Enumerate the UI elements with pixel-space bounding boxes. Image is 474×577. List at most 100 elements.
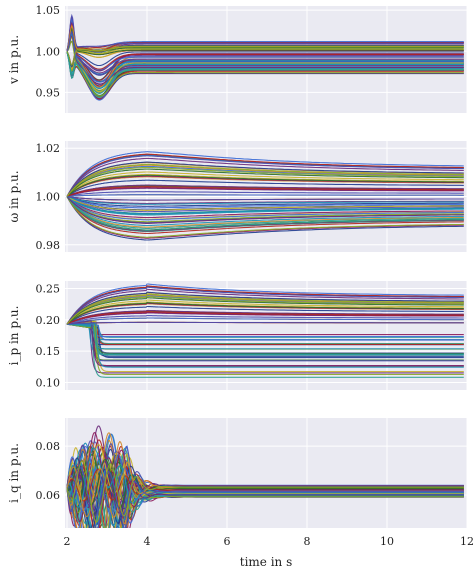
y-tick-label: 1.00 <box>36 45 61 58</box>
series-line <box>66 320 464 367</box>
panel-reactive-current: 0.06 0.08 2 4 6 8 10 12 i_q in p.u. time in s <box>7 418 474 569</box>
series-line <box>66 196 464 213</box>
series-line <box>66 21 464 101</box>
series-line <box>66 311 464 325</box>
series-line <box>66 184 464 197</box>
series-line <box>66 174 464 197</box>
series-line <box>66 302 464 325</box>
series-line <box>66 34 464 70</box>
series-line <box>66 151 464 197</box>
series-line <box>66 45 464 67</box>
series-line <box>66 455 464 528</box>
series-line <box>66 323 464 378</box>
series-line <box>66 33 464 67</box>
series-line <box>66 195 464 207</box>
y-tick-label: 1.02 <box>36 142 61 155</box>
series-line <box>66 196 464 230</box>
series-line <box>66 196 464 209</box>
x-tick-label: 10 <box>380 535 394 548</box>
series-line <box>66 194 464 198</box>
series-line <box>66 34 464 85</box>
series-line <box>66 28 464 56</box>
series-line <box>66 195 464 205</box>
series-line <box>66 34 464 54</box>
series-line <box>66 323 464 341</box>
series-line <box>66 288 464 325</box>
series-line <box>66 165 464 197</box>
series-line <box>66 196 464 227</box>
series-line <box>66 163 464 197</box>
series-line <box>66 175 464 197</box>
series-line <box>66 164 464 197</box>
series-line <box>66 186 464 198</box>
series-line <box>66 464 464 528</box>
y-tick-label: 0.98 <box>36 239 61 252</box>
series-line <box>66 305 464 325</box>
panel-frequency: 0.98 1.00 1.02 ω in p.u. <box>7 141 468 252</box>
series-line <box>66 36 464 93</box>
x-tick-label: 6 <box>224 535 231 548</box>
series-line <box>66 196 464 238</box>
series-line <box>66 191 464 198</box>
x-tick-label: 12 <box>460 535 474 548</box>
panel-voltage: 0.95 1.00 1.05 v in p.u. <box>7 4 468 113</box>
series-line <box>66 196 464 215</box>
y-tick-label: 0.08 <box>36 440 61 453</box>
series-line <box>66 283 464 325</box>
series-line <box>66 309 464 325</box>
series-line <box>66 196 464 228</box>
y-tick-label: 1.05 <box>36 4 61 17</box>
series-line <box>66 166 464 197</box>
series-line <box>66 179 464 197</box>
panel-reactive-current-lines <box>66 425 464 528</box>
y-tick-label: 0.10 <box>36 376 61 389</box>
series-line <box>67 322 464 374</box>
x-axis-label: time in s <box>240 555 293 569</box>
series-line <box>66 153 464 197</box>
series-line <box>66 196 464 239</box>
x-tick-label: 2 <box>64 535 71 548</box>
series-line <box>66 299 464 325</box>
panel-frequency-lines <box>66 151 464 241</box>
panel-frequency-y-ticks: 0.98 1.00 1.02 <box>36 142 61 252</box>
series-line <box>66 196 464 223</box>
series-line <box>66 196 464 235</box>
panel-active-current-grid <box>65 281 468 390</box>
y-tick-label: 1.00 <box>36 191 61 204</box>
series-line <box>66 171 464 197</box>
series-line <box>66 323 464 356</box>
series-line <box>67 321 464 325</box>
series-line <box>66 40 464 97</box>
series-line <box>66 30 464 76</box>
series-line <box>66 444 464 501</box>
x-tick-label: 4 <box>144 535 151 548</box>
series-line <box>66 157 464 197</box>
series-line <box>66 155 464 197</box>
panel-active-current: 0.10 0.15 0.20 0.25 i_p in p.u. <box>7 281 468 390</box>
series-line <box>66 44 464 68</box>
panel-voltage-y-ticks: 0.95 1.00 1.05 <box>36 4 61 99</box>
series-line <box>67 323 464 368</box>
series-line <box>66 17 464 83</box>
series-line <box>66 173 464 197</box>
series-line <box>66 196 464 231</box>
panel-voltage-ylabel: v in p.u. <box>7 35 21 85</box>
series-line <box>66 168 464 197</box>
y-tick-label: 0.20 <box>36 314 61 327</box>
y-tick-label: 0.15 <box>36 345 61 358</box>
panel-reactive-current-x-ticks: 2 4 6 8 10 12 <box>64 535 474 548</box>
series-line <box>66 291 464 325</box>
y-tick-label: 0.06 <box>36 489 61 502</box>
series-line <box>66 297 464 325</box>
series-line <box>66 323 464 350</box>
series-line <box>66 314 464 325</box>
series-line <box>66 196 464 224</box>
series-line <box>66 33 464 90</box>
series-line <box>66 295 464 325</box>
panel-frequency-ylabel: ω in p.u. <box>7 170 21 222</box>
y-tick-label: 0.95 <box>36 86 61 99</box>
series-line <box>66 286 464 325</box>
panel-reactive-current-ylabel: i_q in p.u. <box>7 443 21 503</box>
panel-reactive-current-y-ticks: 0.06 0.08 <box>36 440 61 502</box>
